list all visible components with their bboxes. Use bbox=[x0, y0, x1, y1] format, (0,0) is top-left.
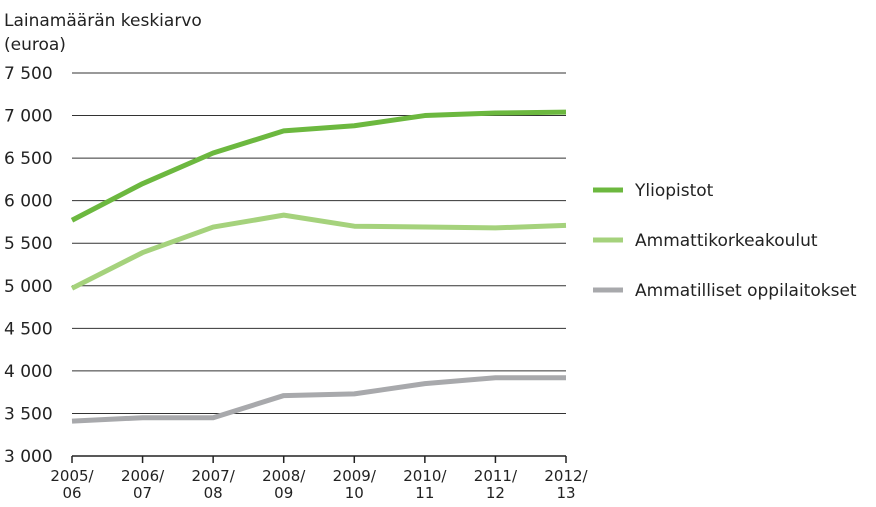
y-tick-label: 4 500 bbox=[4, 319, 53, 339]
y-tick-label: 6 000 bbox=[4, 192, 53, 212]
series-line bbox=[71, 375, 566, 424]
x-tick-label: 2005/06 bbox=[50, 467, 94, 502]
x-tick-label: 2012/13 bbox=[544, 467, 588, 502]
legend-label: Yliopistot bbox=[634, 181, 714, 201]
y-tick-label: 6 500 bbox=[4, 149, 53, 169]
legend-label: Ammatilliset oppilaitokset bbox=[635, 281, 857, 301]
x-tick-label: 2007/08 bbox=[192, 467, 236, 502]
x-tick-label: 2008/09 bbox=[262, 467, 306, 502]
x-tick-label: 2010/11 bbox=[403, 467, 447, 502]
x-tick-label: 2009/10 bbox=[333, 467, 377, 502]
y-tick-label: 3 000 bbox=[4, 447, 53, 467]
x-tick-label: 2011/12 bbox=[474, 467, 518, 502]
y-tick-label: 5 500 bbox=[4, 234, 53, 254]
series-line bbox=[70, 212, 567, 291]
y-tick-label: 7 500 bbox=[4, 64, 53, 84]
series-line bbox=[70, 109, 567, 223]
y-tick-label: 3 500 bbox=[4, 404, 53, 424]
legend-label: Ammattikorkeakoulut bbox=[635, 231, 818, 251]
y-tick-label: 5 000 bbox=[4, 277, 53, 297]
y-tick-label: 4 000 bbox=[4, 362, 53, 382]
x-tick-label: 2006/07 bbox=[121, 467, 165, 502]
y-axis-label: Lainamäärän keskiarvo bbox=[4, 11, 202, 31]
y-tick-label: 7 000 bbox=[4, 107, 53, 127]
y-axis-label: (euroa) bbox=[4, 35, 66, 55]
